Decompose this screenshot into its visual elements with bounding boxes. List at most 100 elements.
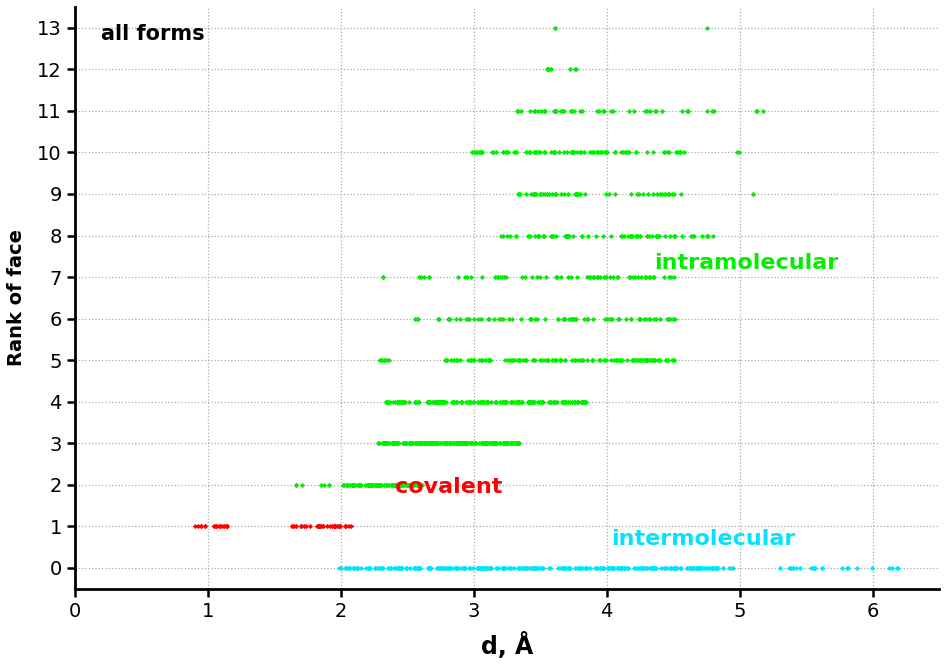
Point bbox=[285, 521, 300, 531]
Point bbox=[408, 396, 423, 407]
Point bbox=[669, 563, 684, 573]
Point bbox=[577, 147, 592, 158]
Point bbox=[542, 396, 557, 407]
Point bbox=[424, 438, 439, 449]
Point bbox=[623, 313, 639, 324]
Point bbox=[850, 563, 865, 573]
Point bbox=[592, 563, 607, 573]
Point bbox=[644, 563, 659, 573]
Point bbox=[561, 563, 576, 573]
Point bbox=[466, 355, 482, 366]
Point bbox=[479, 438, 494, 449]
Point bbox=[535, 188, 551, 199]
Point bbox=[488, 438, 503, 449]
Point bbox=[543, 396, 558, 407]
Point bbox=[616, 563, 631, 573]
Point bbox=[457, 563, 472, 573]
Point bbox=[428, 396, 443, 407]
Point bbox=[408, 313, 423, 324]
Point bbox=[425, 438, 440, 449]
Point bbox=[209, 521, 224, 531]
Point bbox=[499, 438, 514, 449]
Point bbox=[411, 438, 426, 449]
Point bbox=[407, 563, 422, 573]
Point bbox=[515, 396, 530, 407]
Point bbox=[452, 313, 467, 324]
Point bbox=[694, 230, 710, 241]
Point bbox=[555, 105, 570, 116]
Point bbox=[482, 355, 498, 366]
Point bbox=[654, 105, 669, 116]
Point bbox=[403, 480, 418, 490]
Point bbox=[473, 147, 488, 158]
Point bbox=[563, 396, 578, 407]
Point bbox=[600, 313, 615, 324]
Point bbox=[421, 396, 436, 407]
Point bbox=[324, 521, 340, 531]
Point bbox=[537, 355, 552, 366]
Point bbox=[518, 147, 534, 158]
Point bbox=[561, 563, 576, 573]
Point bbox=[473, 313, 488, 324]
Point bbox=[338, 521, 353, 531]
Point bbox=[745, 188, 761, 199]
Point bbox=[574, 563, 589, 573]
Point bbox=[489, 563, 504, 573]
Point bbox=[407, 480, 422, 490]
Point bbox=[499, 147, 514, 158]
Point bbox=[435, 396, 450, 407]
Point bbox=[548, 105, 563, 116]
Point bbox=[562, 230, 577, 241]
Point bbox=[454, 438, 469, 449]
Point bbox=[498, 355, 513, 366]
Point bbox=[496, 147, 511, 158]
Point bbox=[372, 438, 387, 449]
Point bbox=[436, 563, 451, 573]
Point bbox=[433, 396, 448, 407]
Point bbox=[582, 272, 597, 282]
Point bbox=[649, 313, 664, 324]
Point bbox=[361, 563, 377, 573]
Point bbox=[524, 563, 539, 573]
Point bbox=[418, 438, 433, 449]
Point bbox=[482, 355, 498, 366]
Point bbox=[564, 355, 579, 366]
Point bbox=[374, 480, 389, 490]
Point bbox=[666, 563, 681, 573]
Point bbox=[586, 313, 601, 324]
Point bbox=[426, 396, 441, 407]
Point bbox=[516, 355, 531, 366]
Point bbox=[416, 438, 431, 449]
Point bbox=[604, 313, 620, 324]
Point bbox=[422, 438, 437, 449]
Point bbox=[561, 272, 576, 282]
Point bbox=[621, 563, 636, 573]
Point bbox=[449, 563, 464, 573]
Point bbox=[492, 438, 507, 449]
Point bbox=[594, 563, 609, 573]
Point bbox=[436, 396, 451, 407]
Point bbox=[608, 355, 623, 366]
Point bbox=[638, 355, 653, 366]
Point bbox=[465, 396, 481, 407]
Point bbox=[524, 188, 539, 199]
Point bbox=[517, 355, 533, 366]
Point bbox=[512, 563, 527, 573]
Point bbox=[218, 521, 233, 531]
Point bbox=[392, 563, 407, 573]
Point bbox=[520, 396, 535, 407]
Point bbox=[604, 105, 619, 116]
Point bbox=[547, 105, 562, 116]
Point bbox=[396, 396, 412, 407]
Point bbox=[568, 188, 583, 199]
Point bbox=[393, 396, 408, 407]
Point bbox=[461, 396, 476, 407]
Point bbox=[426, 438, 441, 449]
Point bbox=[334, 563, 349, 573]
Point bbox=[522, 396, 537, 407]
Point bbox=[474, 438, 489, 449]
Point bbox=[435, 396, 450, 407]
Point bbox=[449, 396, 464, 407]
Point bbox=[417, 438, 432, 449]
Point bbox=[364, 480, 379, 490]
